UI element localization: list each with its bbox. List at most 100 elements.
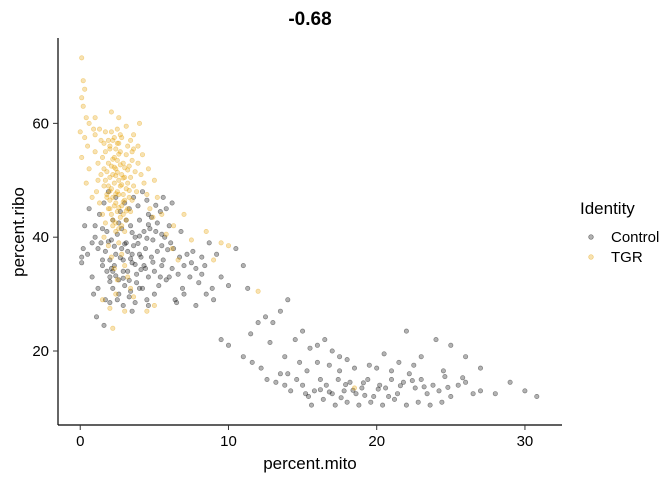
- point-tgr: [117, 132, 123, 138]
- point-control: [126, 294, 132, 300]
- point-control: [102, 297, 108, 303]
- point-tgr: [101, 234, 107, 240]
- point-tgr: [188, 237, 194, 243]
- point-control: [388, 368, 394, 374]
- point-control: [300, 328, 306, 334]
- point-control: [147, 226, 153, 232]
- point-tgr: [98, 172, 104, 178]
- point-control: [108, 237, 114, 243]
- point-tgr: [113, 191, 119, 197]
- point-control: [177, 254, 183, 260]
- point-tgr: [111, 180, 117, 186]
- point-control: [116, 291, 122, 297]
- point-control: [154, 248, 160, 254]
- point-control: [101, 322, 107, 328]
- y-tick-label: 60: [32, 115, 49, 132]
- point-control: [288, 388, 294, 394]
- point-control: [157, 209, 163, 215]
- point-control: [264, 376, 270, 382]
- point-control: [262, 314, 268, 320]
- point-tgr: [140, 152, 146, 158]
- point-tgr: [129, 197, 135, 203]
- point-tgr: [126, 163, 132, 169]
- point-control: [403, 328, 409, 334]
- point-control: [394, 391, 400, 397]
- x-tick-label: 10: [220, 433, 237, 450]
- point-control: [184, 251, 190, 257]
- point-control: [209, 285, 215, 291]
- y-tick-label: 40: [32, 229, 49, 246]
- point-control: [193, 265, 199, 271]
- point-control: [108, 265, 114, 271]
- point-control: [460, 375, 466, 381]
- point-control: [122, 200, 128, 206]
- point-control: [297, 359, 303, 365]
- point-control: [175, 271, 181, 277]
- point-control: [145, 274, 151, 280]
- point-control: [308, 402, 314, 408]
- point-control: [270, 320, 276, 326]
- point-tgr: [171, 223, 177, 229]
- point-control: [418, 376, 424, 382]
- point-control: [226, 283, 232, 289]
- point-control: [371, 393, 377, 399]
- point-control: [248, 331, 254, 337]
- point-control: [188, 260, 194, 266]
- point-control: [119, 226, 125, 232]
- point-control: [123, 217, 129, 223]
- point-tgr: [123, 208, 129, 214]
- point-tgr: [123, 123, 129, 129]
- point-tgr: [128, 285, 134, 291]
- point-control: [314, 342, 320, 348]
- point-control: [337, 354, 343, 360]
- point-tgr: [125, 167, 131, 173]
- point-control: [240, 263, 246, 269]
- point-tgr: [119, 172, 125, 178]
- point-control: [153, 202, 159, 208]
- ticks-layer: 0 10 20 30 20 40 60: [32, 115, 533, 450]
- point-tgr: [135, 143, 141, 149]
- point-control: [151, 291, 157, 297]
- point-tgr: [100, 211, 106, 217]
- point-control: [397, 383, 403, 389]
- point-control: [292, 337, 298, 343]
- point-control: [433, 337, 439, 343]
- point-tgr: [137, 120, 143, 126]
- point-control: [190, 248, 196, 254]
- point-tgr: [111, 164, 117, 170]
- point-control: [196, 280, 202, 286]
- point-control: [347, 379, 353, 385]
- point-control: [116, 220, 122, 226]
- point-tgr: [95, 177, 101, 183]
- point-tgr: [102, 149, 108, 155]
- point-tgr: [123, 186, 129, 192]
- point-tgr: [110, 156, 116, 162]
- point-control: [144, 197, 150, 203]
- point-control: [375, 386, 381, 392]
- point-control: [362, 392, 368, 398]
- point-tgr: [101, 166, 107, 172]
- point-tgr: [102, 129, 108, 135]
- point-tgr: [107, 305, 113, 311]
- point-control: [113, 273, 119, 279]
- point-control: [218, 337, 224, 343]
- point-tgr: [92, 115, 98, 121]
- point-tgr: [107, 143, 113, 149]
- point-control: [141, 263, 147, 269]
- point-tgr: [94, 189, 100, 195]
- point-control: [79, 260, 85, 266]
- point-control: [98, 240, 104, 246]
- point-control: [144, 235, 150, 241]
- point-tgr: [114, 169, 120, 175]
- point-control: [403, 402, 409, 408]
- point-control: [300, 382, 306, 388]
- point-control: [166, 274, 172, 280]
- point-control: [107, 274, 113, 280]
- point-control: [311, 388, 317, 394]
- point-control: [119, 246, 125, 252]
- point-control: [338, 395, 344, 401]
- point-tgr: [117, 162, 123, 168]
- point-control: [160, 194, 166, 200]
- point-control: [421, 384, 427, 390]
- point-tgr: [145, 166, 151, 172]
